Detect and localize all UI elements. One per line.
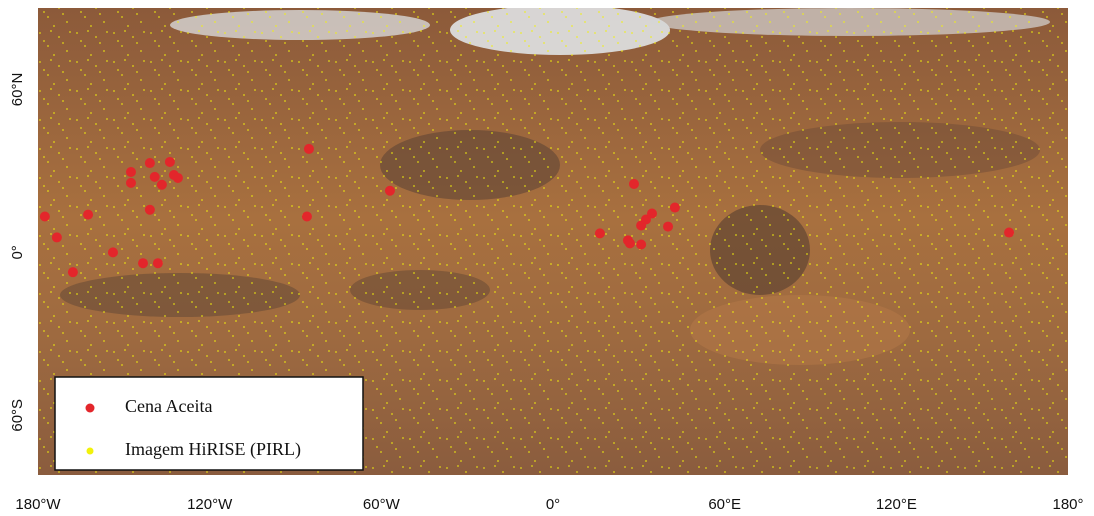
point xyxy=(144,204,155,215)
x-tick-label: 180°W xyxy=(15,496,61,513)
point xyxy=(39,211,50,222)
x-tick-label: 120°E xyxy=(876,496,917,513)
point xyxy=(384,185,395,196)
point xyxy=(156,179,167,190)
point xyxy=(1004,227,1015,238)
x-tick-label: 120°W xyxy=(187,496,233,513)
point xyxy=(663,221,674,232)
x-tick-label: 60°W xyxy=(363,496,401,513)
y-tick-label: 60°S xyxy=(9,399,26,432)
legend-marker xyxy=(86,447,94,455)
x-tick-label: 60°E xyxy=(708,496,741,513)
point xyxy=(624,238,635,249)
x-tick-label: 0° xyxy=(546,496,560,513)
point xyxy=(594,228,605,239)
y-tick-label: 60°N xyxy=(9,73,26,107)
point xyxy=(125,166,136,177)
point xyxy=(67,267,78,278)
legend-label: Imagem HiRISE (PIRL) xyxy=(125,439,301,460)
legend-label: Cena Aceita xyxy=(125,396,212,416)
point xyxy=(149,171,160,182)
point xyxy=(636,239,647,250)
point xyxy=(107,247,118,258)
point xyxy=(172,172,183,183)
legend-marker xyxy=(85,403,95,413)
point xyxy=(303,143,314,154)
point xyxy=(83,209,94,220)
point xyxy=(138,258,149,269)
point xyxy=(144,158,155,169)
point xyxy=(301,211,312,222)
point xyxy=(628,178,639,189)
point xyxy=(164,156,175,167)
point xyxy=(646,208,657,219)
x-tick-label: 180° xyxy=(1052,496,1083,513)
legend: Cena Aceita Imagem HiRISE (PIRL) xyxy=(85,396,301,460)
point xyxy=(152,258,163,269)
point xyxy=(51,232,62,243)
y-tick-label: 0° xyxy=(9,245,26,259)
legend-box xyxy=(54,376,364,471)
point xyxy=(125,177,136,188)
point xyxy=(669,202,680,213)
marks xyxy=(39,143,1015,278)
